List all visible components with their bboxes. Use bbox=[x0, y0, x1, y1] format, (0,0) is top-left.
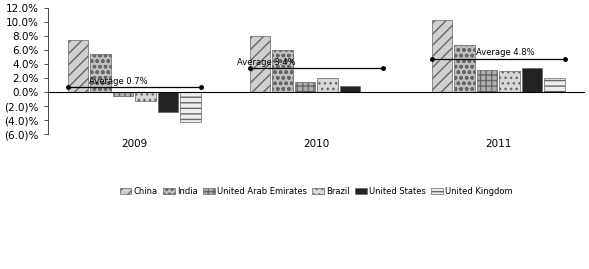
Bar bbox=[544, 78, 565, 92]
Bar bbox=[340, 86, 360, 92]
Bar bbox=[135, 92, 155, 101]
Bar bbox=[250, 36, 270, 92]
Bar bbox=[295, 82, 315, 92]
Bar bbox=[68, 40, 88, 92]
Bar bbox=[272, 50, 293, 92]
Bar bbox=[454, 45, 475, 92]
Bar bbox=[90, 54, 111, 92]
Bar bbox=[522, 68, 542, 92]
Bar bbox=[432, 20, 452, 92]
Legend: China, India, United Arab Emirates, Brazil, United States, United Kingdom: China, India, United Arab Emirates, Braz… bbox=[120, 187, 512, 196]
Text: Average 3.4%: Average 3.4% bbox=[237, 58, 296, 67]
Text: Average 4.8%: Average 4.8% bbox=[476, 48, 534, 57]
Text: Average 0.7%: Average 0.7% bbox=[89, 77, 148, 86]
Bar bbox=[180, 92, 201, 122]
Bar bbox=[113, 92, 133, 96]
Bar bbox=[477, 70, 497, 92]
Bar bbox=[317, 77, 337, 92]
Bar bbox=[158, 92, 178, 112]
Bar bbox=[499, 71, 519, 92]
